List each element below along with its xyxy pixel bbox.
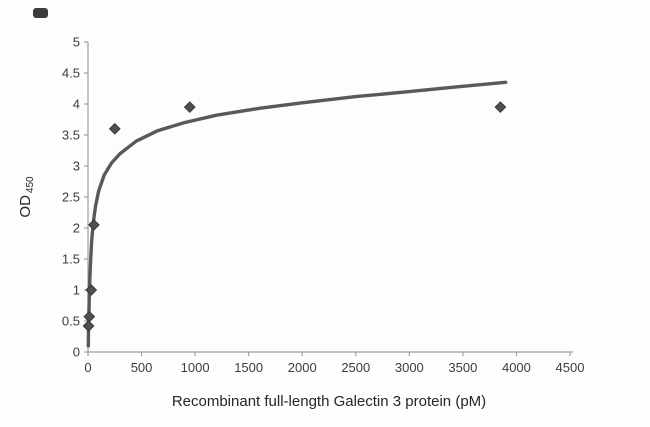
x-tick-label: 1500 (234, 360, 263, 375)
data-point-marker (183, 101, 196, 114)
stray-marker (33, 8, 48, 18)
x-axis-title: Recombinant full-length Galectin 3 prote… (171, 393, 487, 410)
x-tick-label: 2000 (288, 360, 317, 375)
data-point-marker (82, 320, 95, 332)
data-point-marker (494, 101, 507, 114)
x-tick-label: 2500 (341, 360, 370, 375)
y-tick-label: 2.5 (62, 190, 80, 205)
x-tick-label: 1000 (181, 360, 210, 375)
x-tick-label: 4500 (556, 360, 585, 375)
y-axis-title-text: OD (17, 195, 34, 218)
y-tick-label: 5 (73, 35, 80, 50)
x-tick-label: 500 (131, 360, 153, 375)
data-point-marker (85, 284, 98, 296)
y-tick-label: 4.5 (62, 66, 80, 81)
y-tick-label: 3 (73, 159, 80, 174)
y-tick-label: 4 (73, 97, 80, 112)
data-point-marker (87, 218, 100, 231)
y-axis-title-subscript: 450 (25, 176, 36, 194)
y-tick-label: 1.5 (62, 252, 80, 267)
y-axis-title: OD450 (17, 137, 39, 257)
data-point-marker (108, 122, 121, 135)
x-tick-label: 4000 (502, 360, 531, 375)
x-tick-label: 3000 (395, 360, 424, 375)
y-tick-label: 1 (73, 283, 80, 298)
x-tick-label: 0 (84, 360, 91, 375)
x-tick-label: 3500 (448, 360, 477, 375)
fit-curve (86, 80, 508, 348)
y-tick-label: 3.5 (62, 128, 80, 143)
y-tick-label: 0.5 (62, 314, 80, 329)
y-tick-label: 2 (73, 221, 80, 236)
y-tick-label: 0 (73, 345, 80, 360)
data-point-marker (83, 310, 96, 323)
